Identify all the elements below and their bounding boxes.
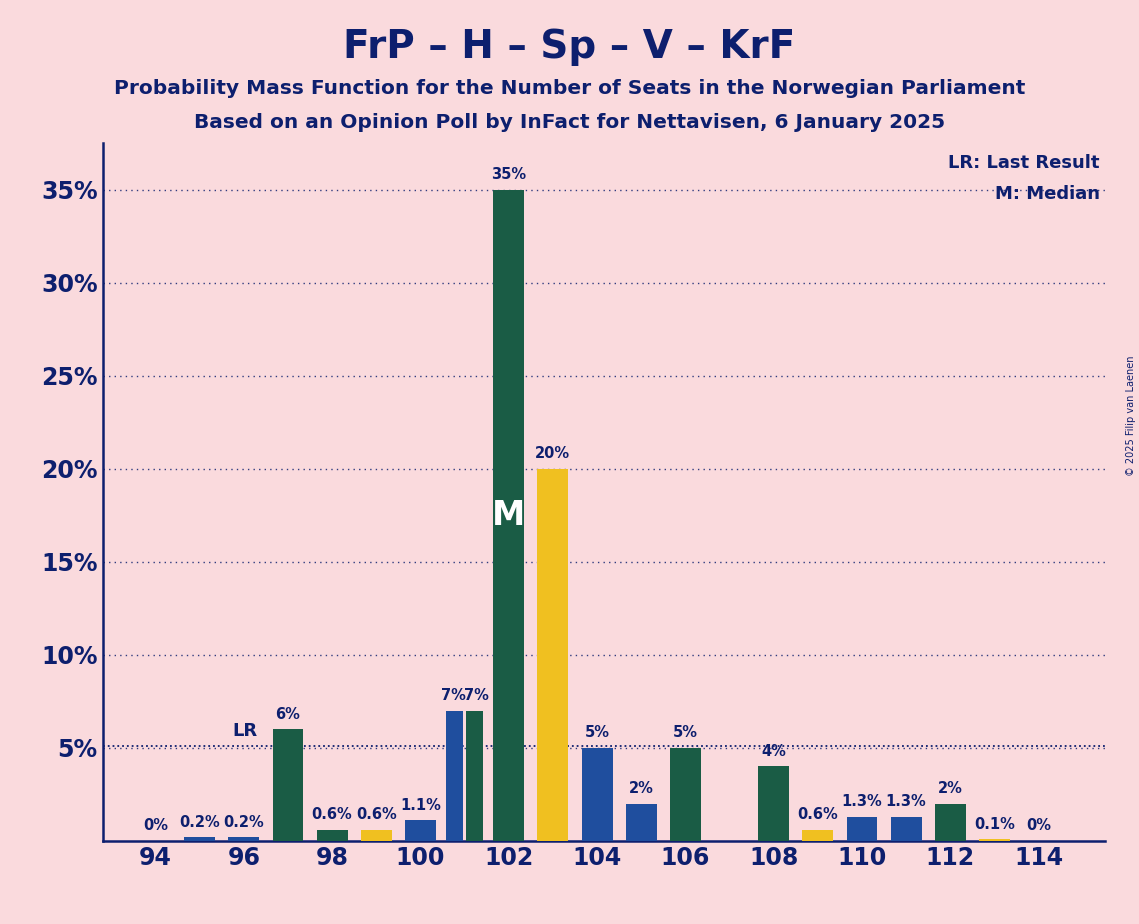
Bar — [802, 830, 834, 841]
Bar — [670, 748, 700, 841]
Text: 20%: 20% — [535, 446, 571, 461]
Text: 0%: 0% — [1026, 819, 1051, 833]
Text: 0.2%: 0.2% — [179, 815, 220, 830]
Text: 0.6%: 0.6% — [312, 808, 352, 822]
Bar — [405, 821, 436, 841]
Text: 2%: 2% — [937, 781, 962, 796]
Bar — [891, 817, 921, 841]
Bar — [980, 839, 1010, 841]
Text: M: Median: M: Median — [994, 185, 1100, 203]
Text: 1.1%: 1.1% — [400, 798, 441, 813]
Bar — [446, 711, 464, 841]
Bar — [493, 189, 524, 841]
Bar — [185, 837, 215, 841]
Text: 35%: 35% — [491, 167, 526, 182]
Bar — [272, 729, 303, 841]
Bar — [846, 817, 877, 841]
Bar — [361, 830, 392, 841]
Bar — [538, 468, 568, 841]
Text: 5%: 5% — [584, 725, 609, 740]
Bar — [317, 830, 347, 841]
Text: 0.2%: 0.2% — [223, 815, 264, 830]
Text: 0.6%: 0.6% — [355, 808, 396, 822]
Bar — [582, 748, 613, 841]
Text: Based on an Opinion Poll by InFact for Nettavisen, 6 January 2025: Based on an Opinion Poll by InFact for N… — [194, 113, 945, 132]
Bar — [625, 804, 657, 841]
Text: LR: Last Result: LR: Last Result — [949, 153, 1100, 172]
Text: 1.3%: 1.3% — [886, 795, 926, 809]
Text: 2%: 2% — [629, 781, 654, 796]
Bar — [759, 766, 789, 841]
Text: 6%: 6% — [276, 707, 301, 722]
Bar — [228, 837, 260, 841]
Text: FrP – H – Sp – V – KrF: FrP – H – Sp – V – KrF — [343, 28, 796, 66]
Text: M: M — [492, 499, 525, 532]
Text: 0.1%: 0.1% — [974, 817, 1015, 832]
Text: 1.3%: 1.3% — [842, 795, 883, 809]
Bar — [466, 711, 483, 841]
Text: 7%: 7% — [441, 688, 466, 703]
Text: 5%: 5% — [673, 725, 698, 740]
Text: 7%: 7% — [464, 688, 489, 703]
Text: 4%: 4% — [761, 744, 786, 759]
Text: 0%: 0% — [144, 819, 167, 833]
Text: © 2025 Filip van Laenen: © 2025 Filip van Laenen — [1126, 356, 1136, 476]
Text: LR: LR — [232, 723, 257, 740]
Text: 0.6%: 0.6% — [797, 808, 838, 822]
Bar — [935, 804, 966, 841]
Text: Probability Mass Function for the Number of Seats in the Norwegian Parliament: Probability Mass Function for the Number… — [114, 79, 1025, 98]
